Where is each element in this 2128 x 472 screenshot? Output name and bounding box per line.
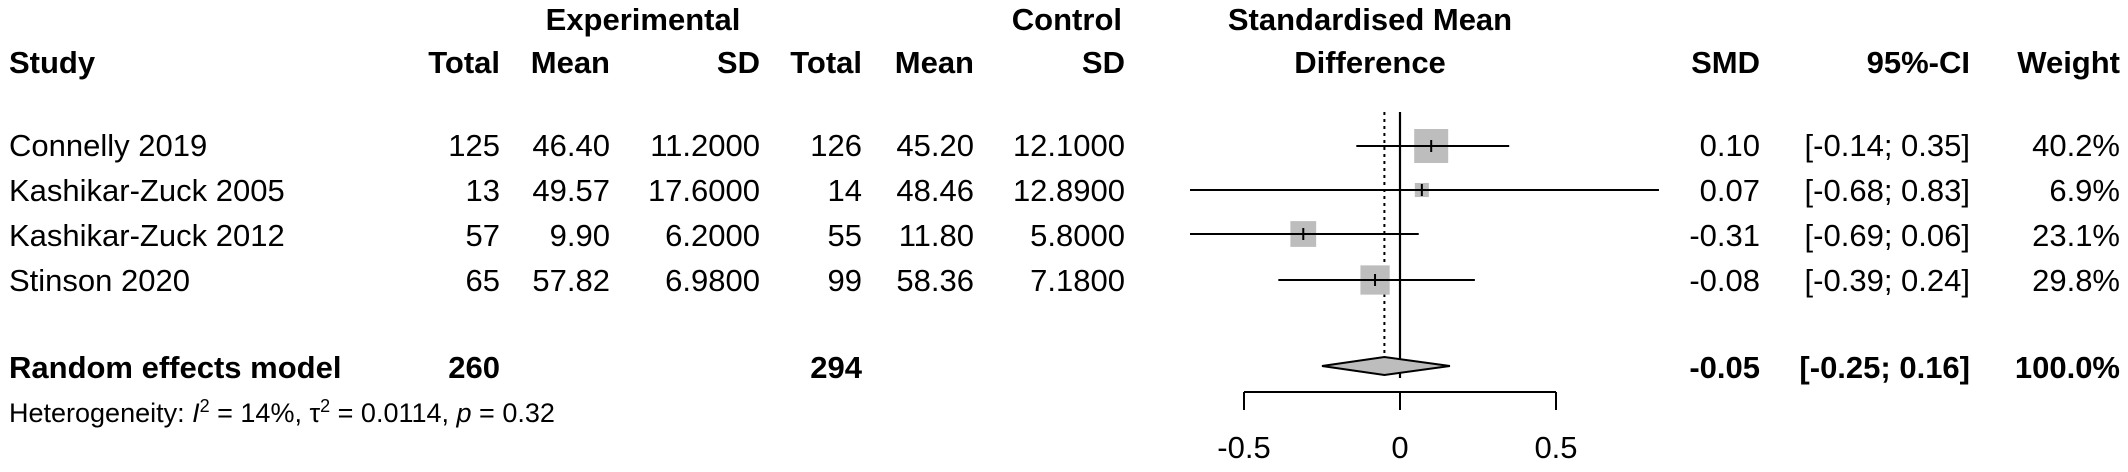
- header-plot-title-2: Difference: [1294, 45, 1446, 80]
- pooled-ci: [-0.25; 0.16]: [1799, 350, 1970, 385]
- c-sd: 12.8900: [1012, 173, 1125, 208]
- ci-value: [-0.69; 0.06]: [1804, 218, 1970, 253]
- ci-value: [-0.39; 0.24]: [1804, 263, 1970, 298]
- smd-value: 0.10: [1699, 128, 1760, 163]
- e-mean: 46.40: [532, 128, 610, 163]
- header-c-sd: SD: [1081, 45, 1125, 80]
- e-total: 13: [465, 173, 500, 208]
- e-sd: 6.9800: [665, 263, 760, 298]
- header-e-sd: SD: [716, 45, 760, 80]
- het-p-symbol: p: [456, 398, 472, 428]
- smd-value: -0.08: [1689, 263, 1760, 298]
- ci-value: [-0.14; 0.35]: [1804, 128, 1970, 163]
- het-p-value: = 0.32: [471, 398, 555, 428]
- c-mean: 45.20: [896, 128, 974, 163]
- header-e-mean: Mean: [530, 45, 610, 80]
- e-total: 57: [465, 218, 500, 253]
- c-total: 126: [810, 128, 862, 163]
- c-total: 14: [827, 173, 862, 208]
- e-sd: 6.2000: [665, 218, 760, 253]
- x-tick-label: -0.5: [1217, 430, 1270, 465]
- e-sd: 11.2000: [650, 128, 760, 163]
- e-mean: 9.90: [549, 218, 610, 253]
- study-name: Kashikar-Zuck 2005: [9, 173, 285, 208]
- het-tau-value: = 0.0114,: [330, 398, 457, 428]
- smd-value: 0.07: [1699, 173, 1760, 208]
- header-experimental: Experimental: [545, 2, 741, 37]
- e-total: 125: [448, 128, 500, 163]
- e-mean: 57.82: [532, 263, 610, 298]
- pooled-e-total: 260: [448, 350, 500, 385]
- het-tau-symbol: τ: [309, 398, 321, 428]
- header-study: Study: [9, 45, 96, 80]
- header-control: Control: [1011, 2, 1122, 37]
- pooled-c-total: 294: [810, 350, 862, 385]
- study-name: Connelly 2019: [9, 128, 208, 163]
- ci-value: [-0.68; 0.83]: [1804, 173, 1970, 208]
- header-ci: 95%-CI: [1866, 45, 1970, 80]
- c-total: 99: [827, 263, 862, 298]
- study-name: Stinson 2020: [9, 263, 190, 298]
- x-tick-label: 0: [1391, 430, 1408, 465]
- header-c-total: Total: [790, 45, 862, 80]
- c-sd: 7.1800: [1030, 263, 1125, 298]
- header-c-mean: Mean: [894, 45, 974, 80]
- weight-value: 6.9%: [2049, 173, 2120, 208]
- c-mean: 11.80: [898, 218, 974, 253]
- het-prefix: Heterogeneity:: [9, 398, 193, 428]
- c-sd: 12.1000: [1012, 128, 1125, 163]
- het-tau-sup: 2: [320, 396, 331, 416]
- header-smd: SMD: [1691, 45, 1760, 80]
- header-weight: Weight: [2017, 45, 2120, 80]
- weight-value: 29.8%: [2032, 263, 2120, 298]
- e-mean: 49.57: [532, 173, 610, 208]
- c-total: 55: [827, 218, 862, 253]
- c-mean: 58.36: [896, 263, 974, 298]
- weight-value: 40.2%: [2032, 128, 2120, 163]
- header-plot-title-1: Standardised Mean: [1227, 2, 1513, 37]
- het-i2-symbol: I: [192, 398, 200, 428]
- pooled-weight: 100.0%: [2014, 350, 2120, 385]
- x-tick-label: 0.5: [1534, 430, 1577, 465]
- e-sd: 17.6000: [647, 173, 760, 208]
- smd-value: -0.31: [1689, 218, 1760, 253]
- c-sd: 5.8000: [1030, 218, 1125, 253]
- pooled-diamond: [1321, 355, 1451, 377]
- e-total: 65: [465, 263, 500, 298]
- c-mean: 48.46: [896, 173, 974, 208]
- pooled-smd: -0.05: [1689, 350, 1760, 385]
- het-i2-value: = 14%,: [209, 398, 310, 428]
- study-name: Kashikar-Zuck 2012: [9, 218, 285, 253]
- pooled-label: Random effects model: [9, 350, 342, 385]
- weight-value: 23.1%: [2032, 218, 2120, 253]
- header-e-total: Total: [428, 45, 500, 80]
- heterogeneity-text: Heterogeneity: I2 = 14%, τ2 = 0.0114, p …: [9, 397, 555, 427]
- het-i2-sup: 2: [199, 396, 210, 416]
